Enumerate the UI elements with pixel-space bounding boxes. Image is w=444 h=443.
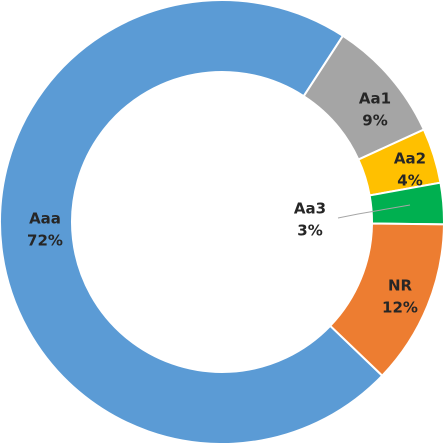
data-label-name: Aa2 [394, 150, 426, 168]
data-label-value: 9% [362, 112, 387, 130]
data-label-value: 4% [397, 172, 422, 190]
data-label-value: 12% [382, 299, 418, 317]
data-label-name: Aaa [29, 210, 61, 228]
donut-slice [0, 0, 384, 443]
data-label-name: Aa1 [359, 90, 391, 108]
donut-slice [328, 222, 444, 378]
data-label-name: Aa3 [294, 200, 326, 218]
leader-line [337, 204, 411, 219]
data-label-value: 72% [27, 232, 63, 250]
data-label-value: 3% [297, 222, 322, 240]
data-label-name: NR [388, 277, 413, 295]
